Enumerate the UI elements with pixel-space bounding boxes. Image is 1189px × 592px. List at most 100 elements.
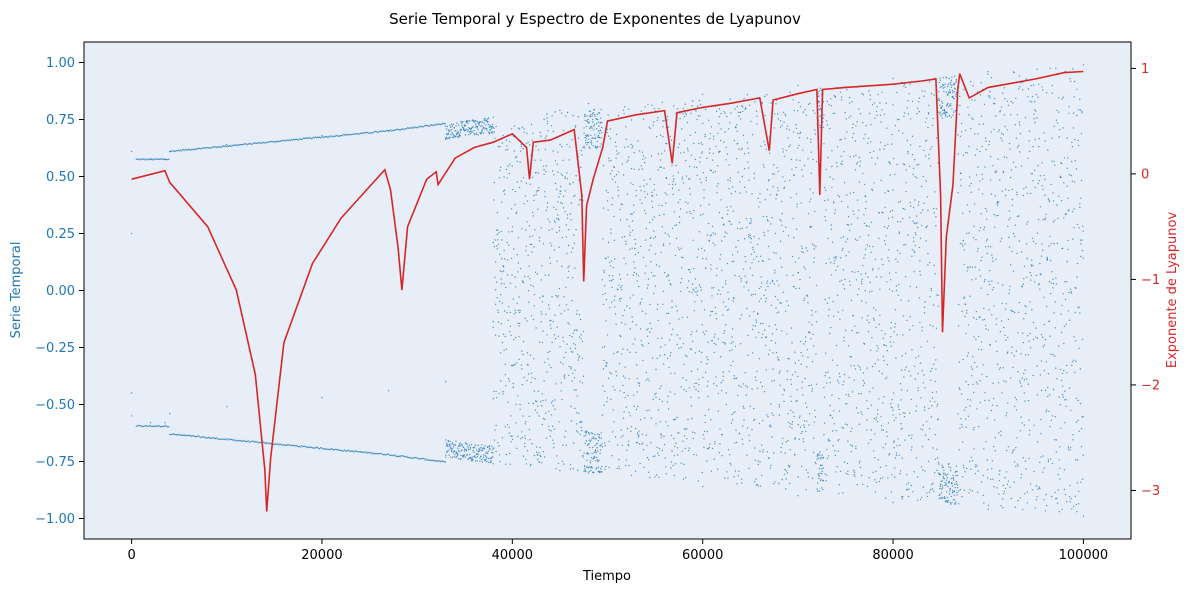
scatter-point <box>260 142 262 145</box>
scatter-point <box>666 119 669 121</box>
scatter-point <box>671 164 673 167</box>
scatter-point <box>282 444 284 446</box>
scatter-point <box>704 135 706 138</box>
scatter-point <box>969 266 971 268</box>
scatter-point <box>781 213 783 215</box>
scatter-point <box>631 145 634 147</box>
scatter-point <box>590 439 592 441</box>
scatter-point <box>768 178 770 181</box>
scatter-point <box>636 377 638 380</box>
scatter-point <box>584 469 586 471</box>
scatter-point <box>883 240 886 242</box>
scatter-point <box>667 273 669 276</box>
scatter-point <box>976 465 978 467</box>
scatter-point <box>742 383 745 385</box>
scatter-point <box>999 240 1002 242</box>
scatter-point <box>597 130 600 132</box>
scatter-point <box>920 397 922 399</box>
scatter-point <box>1044 217 1047 219</box>
scatter-point <box>850 365 852 367</box>
scatter-point <box>720 112 722 115</box>
scatter-point <box>695 110 697 112</box>
scatter-point <box>264 142 266 144</box>
scatter-point <box>852 132 855 135</box>
scatter-point <box>800 432 802 435</box>
scatter-point <box>580 318 582 321</box>
scatter-point <box>1014 311 1016 314</box>
scatter-point <box>759 485 762 487</box>
scatter-point <box>566 343 568 345</box>
scatter-point <box>778 359 780 361</box>
scatter-point <box>477 129 479 131</box>
scatter-point <box>881 91 883 94</box>
scatter-point <box>676 310 678 312</box>
scatter-point <box>531 251 533 253</box>
scatter-point <box>483 119 485 122</box>
scatter-point <box>413 457 415 459</box>
scatter-point <box>487 123 490 126</box>
scatter-point <box>762 419 764 422</box>
scatter-point <box>369 451 371 454</box>
scatter-point <box>565 351 567 353</box>
scatter-point <box>1023 265 1026 267</box>
scatter-point <box>1012 102 1014 104</box>
scatter-point <box>617 171 620 173</box>
scatter-point <box>600 143 602 145</box>
scatter-point <box>511 165 513 167</box>
scatter-point <box>455 440 457 442</box>
scatter-point <box>694 131 697 134</box>
scatter-point <box>764 115 766 117</box>
scatter-point <box>962 245 964 247</box>
scatter-point <box>562 444 564 446</box>
scatter-point <box>738 148 740 150</box>
scatter-point <box>593 457 596 459</box>
scatter-point <box>555 383 557 385</box>
scatter-point <box>920 212 922 214</box>
scatter-point <box>939 104 941 107</box>
scatter-point <box>809 102 811 105</box>
scatter-point <box>588 138 590 140</box>
scatter-point <box>794 371 797 373</box>
scatter-point <box>629 231 631 233</box>
scatter-point <box>858 423 861 425</box>
scatter-point <box>734 345 737 348</box>
scatter-point <box>950 103 952 105</box>
scatter-point <box>469 453 471 456</box>
scatter-point <box>1022 194 1024 197</box>
scatter-point <box>449 136 451 139</box>
scatter-point <box>884 497 887 499</box>
scatter-point <box>471 131 473 133</box>
scatter-point <box>544 274 546 276</box>
scatter-point <box>928 153 930 156</box>
scatter-point <box>970 366 972 368</box>
scatter-point <box>266 141 268 143</box>
scatter-point <box>923 202 925 204</box>
scatter-point <box>908 434 910 437</box>
scatter-point <box>219 438 221 441</box>
scatter-point <box>730 422 733 424</box>
scatter-point <box>559 193 561 195</box>
scatter-point <box>930 488 932 491</box>
scatter-point <box>629 248 631 251</box>
scatter-point <box>649 221 651 224</box>
scatter-point <box>674 372 676 375</box>
scatter-point <box>597 134 600 137</box>
scatter-point <box>957 134 959 136</box>
scatter-point <box>619 390 621 392</box>
scatter-point <box>400 454 402 457</box>
scatter-point <box>334 135 336 137</box>
scatter-point <box>689 193 691 195</box>
scatter-point <box>551 341 553 344</box>
scatter-point <box>627 440 630 442</box>
scatter-point <box>995 171 997 173</box>
scatter-point <box>774 272 776 274</box>
scatter-point <box>371 132 373 134</box>
scatter-point <box>703 333 706 336</box>
scatter-point <box>609 137 612 140</box>
scatter-point <box>487 131 490 133</box>
scatter-point <box>848 116 850 119</box>
scatter-point <box>552 400 554 402</box>
scatter-point <box>741 105 743 107</box>
scatter-point <box>801 387 803 389</box>
scatter-point <box>951 502 953 504</box>
